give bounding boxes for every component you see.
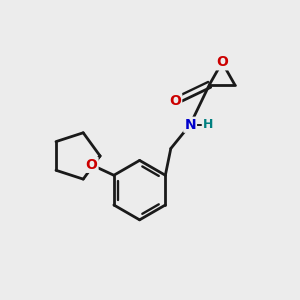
Text: O: O (85, 158, 98, 172)
Text: O: O (216, 55, 228, 69)
Text: N: N (184, 118, 196, 132)
Text: O: O (169, 94, 181, 108)
Text: H: H (203, 118, 213, 131)
